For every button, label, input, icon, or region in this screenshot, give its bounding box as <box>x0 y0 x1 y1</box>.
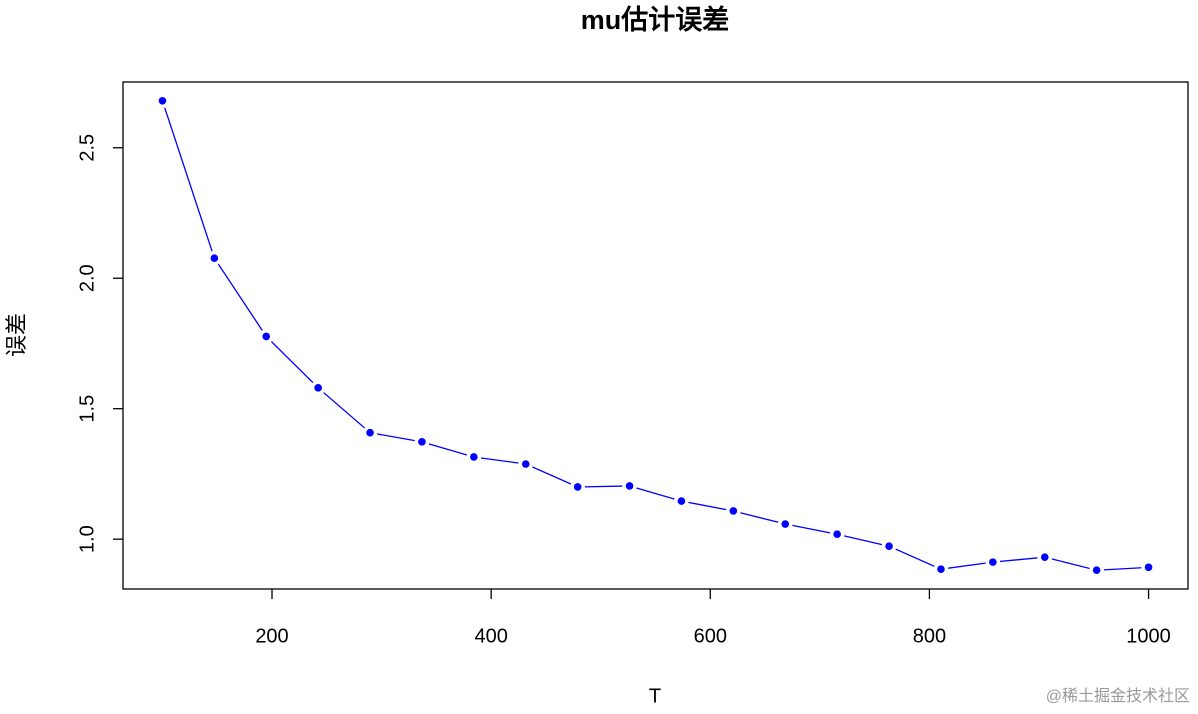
y-axis-label: 误差 <box>4 313 29 357</box>
point <box>1037 549 1053 565</box>
point <box>518 456 534 472</box>
x-axis-label: T <box>649 685 661 707</box>
watermark: @稀土掘金技术社区 <box>1046 687 1190 705</box>
y-tick-label: 1.0 <box>76 525 98 553</box>
point <box>881 538 897 554</box>
point <box>985 554 1001 570</box>
point <box>1089 562 1104 578</box>
point <box>777 516 793 532</box>
point <box>933 561 949 577</box>
point <box>155 93 170 109</box>
point <box>829 526 845 542</box>
point <box>674 493 689 509</box>
point <box>622 478 637 494</box>
x-tick-label: 1000 <box>1126 625 1171 647</box>
point <box>466 449 482 465</box>
y-tick-label: 2.5 <box>76 134 98 162</box>
x-tick-label: 200 <box>255 625 288 647</box>
y-tick-label: 1.5 <box>76 395 98 423</box>
point <box>1141 560 1156 575</box>
plot-frame <box>122 81 1189 590</box>
point <box>207 250 222 266</box>
x-tick-label: 800 <box>913 625 946 647</box>
point <box>362 425 378 440</box>
point <box>570 479 585 495</box>
point <box>414 434 430 450</box>
x-tick-label: 600 <box>694 625 727 647</box>
x-tick-label: 400 <box>474 625 507 647</box>
point <box>258 329 274 344</box>
point <box>310 380 326 396</box>
point <box>726 503 741 519</box>
chart-title: mu估计误差 <box>581 4 730 35</box>
line <box>161 100 1149 571</box>
y-tick-label: 2.0 <box>76 264 98 292</box>
